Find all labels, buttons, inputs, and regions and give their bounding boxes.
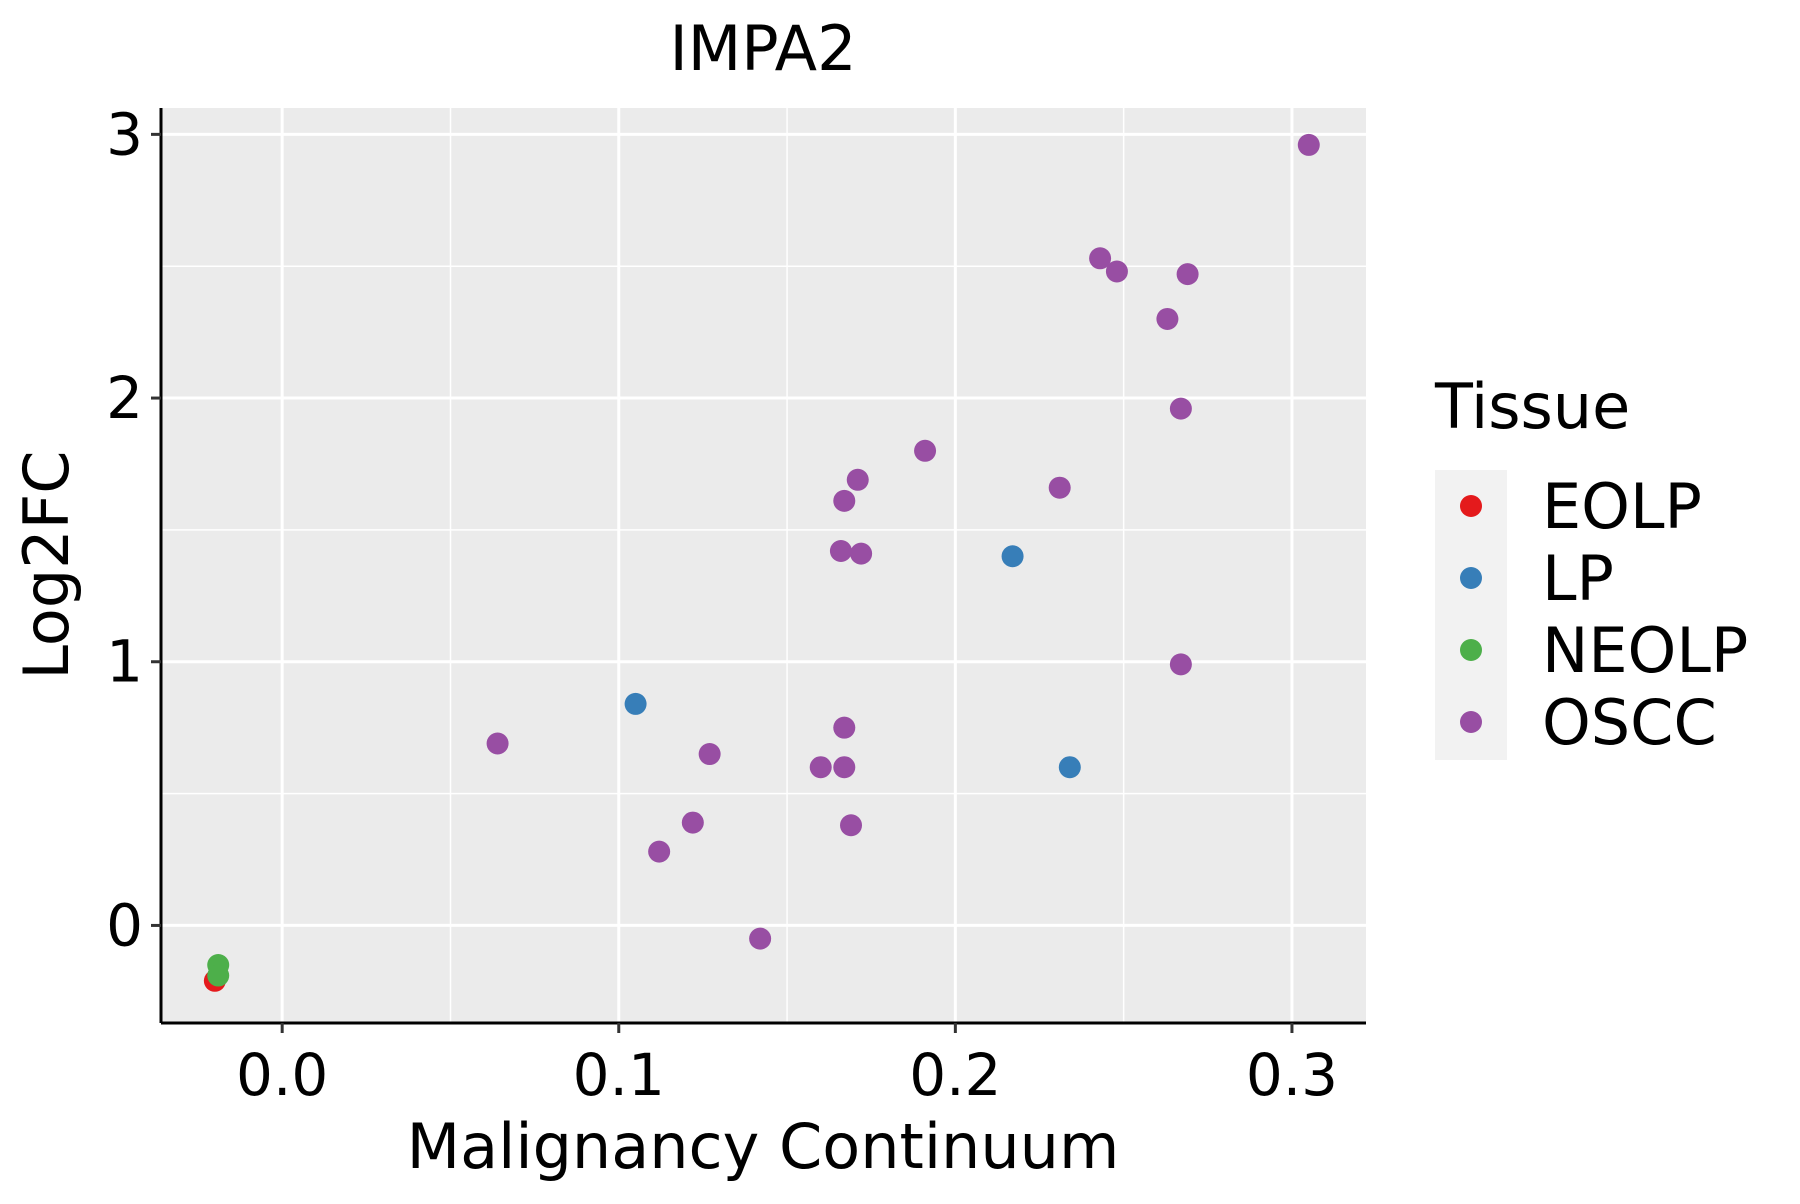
data-point-lp <box>624 692 647 715</box>
chart-title: IMPA2 <box>669 12 856 85</box>
data-point-oscc <box>1105 260 1128 283</box>
data-point-oscc <box>1169 397 1192 420</box>
data-point-oscc <box>648 840 671 863</box>
data-point-oscc <box>1048 476 1071 499</box>
legend-label-eolp: EOLP <box>1542 470 1702 543</box>
data-point-oscc <box>698 743 721 766</box>
y-tick-label: 2 <box>106 364 143 432</box>
x-axis-title: Malignancy Continuum <box>407 1110 1120 1183</box>
data-points <box>203 133 1320 992</box>
data-point-oscc <box>1156 307 1179 330</box>
y-tick-label: 1 <box>106 628 143 696</box>
data-point-neolp <box>207 964 230 987</box>
data-point-lp <box>1058 756 1081 779</box>
data-point-oscc <box>749 927 772 950</box>
legend-key-eolp <box>1460 495 1482 517</box>
data-point-oscc <box>809 756 832 779</box>
data-point-oscc <box>486 732 509 755</box>
legend-label-oscc: OSCC <box>1542 686 1717 759</box>
y-tick-label: 0 <box>106 891 143 959</box>
x-tick-label: 0.1 <box>573 1041 665 1109</box>
y-axis-ticks: 0 1 2 3 <box>106 100 161 959</box>
data-point-oscc <box>846 468 869 491</box>
data-point-oscc <box>829 539 852 562</box>
data-point-lp <box>1001 545 1024 568</box>
legend-key-neolp <box>1460 639 1482 661</box>
legend-key-lp <box>1460 567 1482 589</box>
legend-title: Tissue <box>1434 370 1630 443</box>
x-tick-label: 0.0 <box>236 1041 328 1109</box>
grid-minor-lines <box>161 108 1366 1023</box>
data-point-oscc <box>1089 247 1112 270</box>
data-point-oscc <box>840 814 863 837</box>
x-tick-label: 0.3 <box>1246 1041 1338 1109</box>
grid-major-lines <box>161 108 1366 1023</box>
data-point-oscc <box>1176 263 1199 286</box>
y-axis-title: Log2FC <box>10 450 83 679</box>
data-point-oscc <box>833 489 856 512</box>
data-point-oscc <box>850 542 873 565</box>
plot-panel-background <box>161 108 1366 1023</box>
x-axis-ticks: 0.0 0.1 0.2 0.3 <box>236 1023 1338 1109</box>
legend-label-neolp: NEOLP <box>1542 614 1748 687</box>
data-point-oscc <box>1297 133 1320 156</box>
legend-label-lp: LP <box>1542 542 1614 615</box>
data-point-oscc <box>833 756 856 779</box>
legend-key-oscc <box>1460 711 1482 733</box>
data-point-oscc <box>681 811 704 834</box>
x-tick-label: 0.2 <box>909 1041 1001 1109</box>
data-point-oscc <box>1169 653 1192 676</box>
data-point-oscc <box>914 439 937 462</box>
data-point-oscc <box>833 716 856 739</box>
y-tick-label: 3 <box>106 100 143 168</box>
